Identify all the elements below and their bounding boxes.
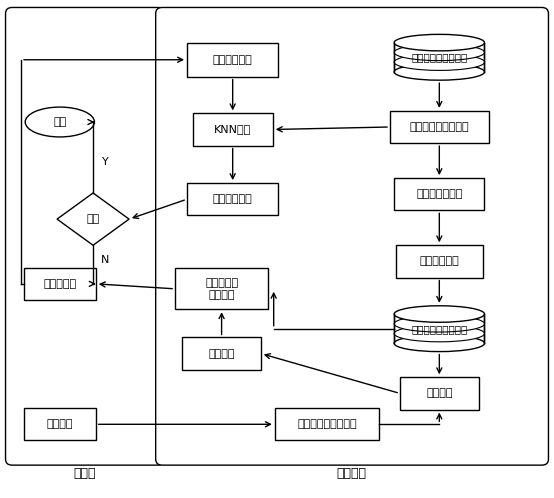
Text: 距离排序: 距离排序 bbox=[208, 349, 235, 359]
Text: 结束: 结束 bbox=[53, 117, 66, 127]
Text: N: N bbox=[101, 254, 110, 264]
Text: 服务器端: 服务器端 bbox=[337, 467, 367, 480]
Text: 关键帧的提取: 关键帧的提取 bbox=[419, 256, 459, 266]
Text: 运动序列的特征提取: 运动序列的特征提取 bbox=[297, 419, 357, 429]
FancyBboxPatch shape bbox=[275, 408, 379, 440]
Text: 运动序列的分割: 运动序列的分割 bbox=[416, 189, 463, 199]
Ellipse shape bbox=[25, 107, 94, 137]
Polygon shape bbox=[57, 193, 129, 245]
FancyBboxPatch shape bbox=[394, 43, 484, 72]
Text: 标注信息学习: 标注信息学习 bbox=[213, 55, 253, 65]
Ellipse shape bbox=[394, 54, 484, 70]
FancyBboxPatch shape bbox=[193, 114, 273, 145]
Ellipse shape bbox=[394, 306, 484, 322]
FancyBboxPatch shape bbox=[187, 43, 278, 77]
Text: 生成检索结果: 生成检索结果 bbox=[213, 194, 253, 204]
FancyBboxPatch shape bbox=[175, 268, 268, 309]
Text: 生成第一次
检索结果: 生成第一次 检索结果 bbox=[205, 278, 238, 300]
Text: 运动序列: 运动序列 bbox=[47, 419, 73, 429]
Text: 运动序列四元数表示: 运动序列四元数表示 bbox=[409, 122, 469, 132]
Ellipse shape bbox=[394, 335, 484, 352]
Ellipse shape bbox=[394, 316, 484, 332]
Ellipse shape bbox=[394, 44, 484, 61]
Ellipse shape bbox=[394, 64, 484, 80]
Text: 人体运动特征数据库: 人体运动特征数据库 bbox=[411, 324, 468, 334]
FancyBboxPatch shape bbox=[396, 245, 483, 277]
FancyBboxPatch shape bbox=[6, 7, 165, 465]
FancyBboxPatch shape bbox=[24, 408, 96, 440]
FancyBboxPatch shape bbox=[400, 377, 479, 409]
FancyBboxPatch shape bbox=[394, 314, 484, 343]
Text: 满意: 满意 bbox=[86, 214, 100, 224]
FancyBboxPatch shape bbox=[187, 183, 278, 215]
Ellipse shape bbox=[394, 325, 484, 342]
FancyBboxPatch shape bbox=[24, 268, 96, 300]
Text: 特征匹配: 特征匹配 bbox=[426, 388, 453, 398]
Text: 人体运动序列数据库: 人体运动序列数据库 bbox=[411, 52, 468, 62]
FancyBboxPatch shape bbox=[390, 111, 489, 143]
Text: 客户端标注: 客户端标注 bbox=[43, 279, 76, 289]
Text: Y: Y bbox=[102, 157, 109, 167]
FancyBboxPatch shape bbox=[182, 338, 261, 370]
FancyBboxPatch shape bbox=[156, 7, 548, 465]
Text: 客户端: 客户端 bbox=[74, 467, 96, 480]
Ellipse shape bbox=[394, 34, 484, 51]
Text: KNN分类: KNN分类 bbox=[214, 124, 252, 134]
FancyBboxPatch shape bbox=[394, 178, 484, 210]
